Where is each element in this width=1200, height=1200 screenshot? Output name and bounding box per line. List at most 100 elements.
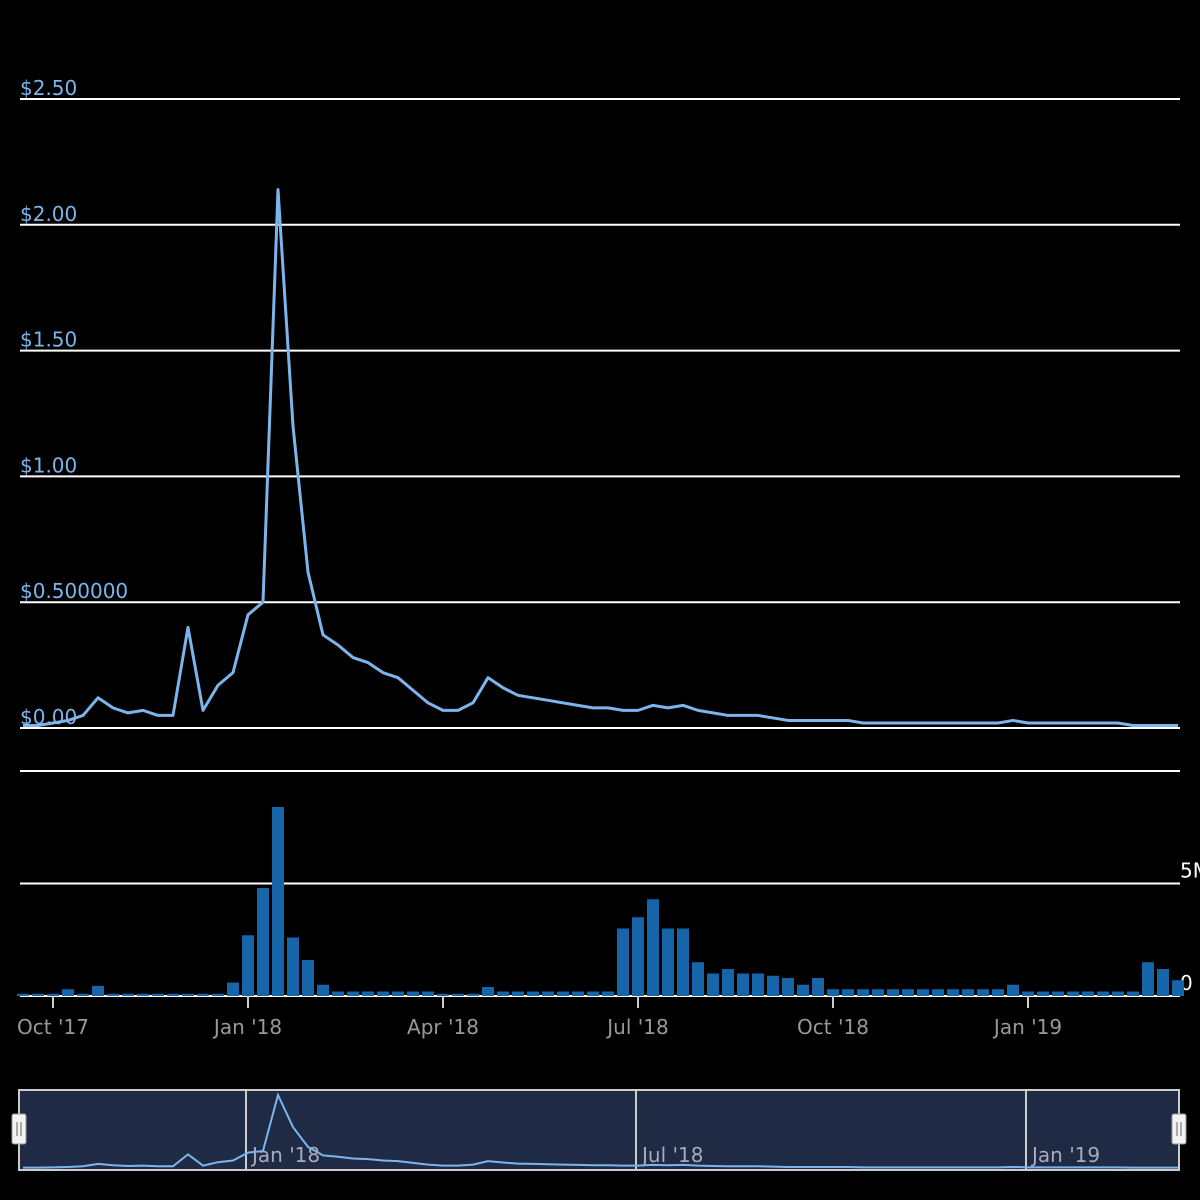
volume-bar [1172,980,1184,996]
volume-bar [587,991,599,996]
x-tick-label: Jan '19 [992,1015,1062,1039]
volume-bar [1052,991,1064,996]
y-tick-label: $1.00 [20,453,77,477]
volume-bar [962,989,974,996]
navigator-label: Jan '19 [1030,1143,1100,1167]
volume-bar [977,989,989,996]
volume-bar [317,984,329,996]
volume-bar [17,993,29,996]
volume-bar [752,973,764,996]
volume-bar [407,991,419,996]
y-tick-label: $1.50 [20,328,77,352]
volume-bar [632,917,644,996]
y-tick-label: $2.50 [20,76,77,100]
volume-bar [1007,984,1019,996]
volume-bar [287,937,299,996]
volume-bar [392,991,404,996]
volume-bar [662,928,674,996]
volume-bar [992,989,1004,996]
volume-bar [887,989,899,996]
volume-bar [1022,991,1034,996]
volume-bar [692,962,704,996]
x-tick-label: Jul '18 [605,1015,668,1039]
volume-bar [617,928,629,996]
volume-bar [197,993,209,996]
volume-bar [347,991,359,996]
volume-bar [872,989,884,996]
volume-bar [557,991,569,996]
volume-bar [1157,969,1169,996]
volume-bar [362,991,374,996]
volume-bar [77,993,89,996]
volume-bar [1097,991,1109,996]
volume-bar [1127,991,1139,996]
volume-bar [482,987,494,996]
volume-bar [947,989,959,996]
volume-bar [47,993,59,996]
volume-bar [152,993,164,996]
navigator-handle[interactable] [11,1113,27,1145]
x-tick-label: Apr '18 [407,1015,479,1039]
volume-bar [272,807,284,996]
y-tick-label: 5M [1180,859,1200,883]
volume-bar [572,991,584,996]
volume-bar [722,969,734,996]
volume-bar [767,975,779,996]
volume-bar [782,978,794,996]
volume-bar [797,984,809,996]
y-tick-label: $2.00 [20,202,77,226]
volume-bar [812,978,824,996]
volume-bar [857,989,869,996]
volume-bar [377,991,389,996]
volume-bar [227,982,239,996]
volume-bar [182,993,194,996]
volume-bar [107,993,119,996]
volume-bar [452,993,464,996]
navigator-handle[interactable] [1171,1113,1187,1145]
navigator-label: Jul '18 [640,1143,703,1167]
volume-bar [467,993,479,996]
y-tick-label: $0.500000 [20,579,128,603]
volume-bar [512,991,524,996]
volume-bar [212,993,224,996]
volume-bar [92,985,104,996]
volume-bar [542,991,554,996]
volume-bar [1067,991,1079,996]
volume-bar [167,993,179,996]
volume-bar [1037,991,1049,996]
volume-bar [647,899,659,996]
volume-bar [32,993,44,996]
volume-bar [827,989,839,996]
volume-bar [497,991,509,996]
volume-bar [62,989,74,996]
volume-bar [122,993,134,996]
volume-bar [1112,991,1124,996]
x-tick-label: Jan '18 [212,1015,282,1039]
x-tick-label: Oct '17 [17,1015,89,1039]
volume-bar [1082,991,1094,996]
volume-bar [242,935,254,996]
x-tick-label: Oct '18 [797,1015,869,1039]
volume-bar [332,991,344,996]
volume-bar [1142,962,1154,996]
volume-bar [737,973,749,996]
volume-bar [917,989,929,996]
volume-bar [902,989,914,996]
volume-bar [527,991,539,996]
volume-bar [707,973,719,996]
volume-bar [137,993,149,996]
navigator-panel [18,1089,1180,1171]
volume-bar [677,928,689,996]
navigator-label: Jan '18 [250,1143,320,1167]
volume-bar [257,888,269,996]
price-line [23,188,1178,727]
volume-bar [932,989,944,996]
volume-bar [842,989,854,996]
volume-bar [422,991,434,996]
navigator-line [23,1092,1178,1169]
volume-bar [602,991,614,996]
volume-bar [437,993,449,996]
